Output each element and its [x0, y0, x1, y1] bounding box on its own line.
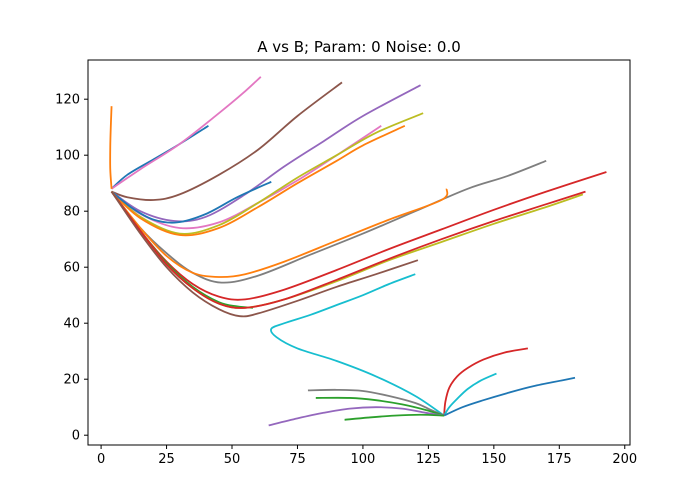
series-layer — [109, 76, 607, 427]
x-tick-label: 150 — [481, 452, 506, 467]
series-line-21 — [268, 406, 445, 427]
axes-layer: 0 25 50 75 100 125 150 175 200 0 20 40 60 80 100 120 — [55, 59, 637, 467]
series-line-20 — [315, 396, 445, 417]
chart-title: A vs B; Param: 0 Noise: 0.0 — [257, 38, 461, 56]
series-line-2 — [111, 81, 343, 201]
series-line-7 — [111, 180, 272, 224]
series-line-14 — [110, 191, 419, 318]
series-line-6 — [110, 124, 406, 237]
y-tick-label: 120 — [55, 93, 80, 108]
x-tick-label: 100 — [351, 452, 376, 467]
series-line-15 — [270, 273, 445, 417]
x-tick-label: 50 — [224, 452, 241, 467]
series-line-3 — [111, 84, 421, 223]
series-line-18 — [443, 376, 576, 417]
x-tick-label: 75 — [289, 452, 306, 467]
y-tick-label: 20 — [63, 373, 80, 388]
y-tick-label: 60 — [63, 261, 80, 276]
series-line-13 — [110, 190, 586, 309]
series-line-5 — [110, 112, 424, 235]
x-tick-label: 200 — [612, 452, 637, 467]
x-tick-label: 175 — [547, 452, 572, 467]
series-line-23 — [109, 106, 113, 189]
series-line-19 — [307, 388, 445, 417]
y-tick-label: 0 — [72, 429, 80, 444]
x-tick-label: 25 — [158, 452, 175, 467]
x-tick-label: 125 — [416, 452, 441, 467]
series-line-9 — [110, 188, 449, 278]
series-line-8 — [110, 159, 547, 284]
y-tick-label: 40 — [63, 317, 80, 332]
plot-frame — [87, 59, 631, 446]
y-tick-label: 80 — [63, 205, 80, 220]
series-line-16 — [443, 347, 529, 416]
series-line-12 — [110, 191, 584, 309]
x-tick-label: 0 — [97, 452, 105, 467]
series-line-22 — [344, 413, 445, 421]
series-line-17 — [443, 372, 497, 417]
series-line-1 — [111, 76, 262, 190]
series-line-10 — [110, 171, 607, 301]
y-tick-label: 100 — [55, 149, 80, 164]
